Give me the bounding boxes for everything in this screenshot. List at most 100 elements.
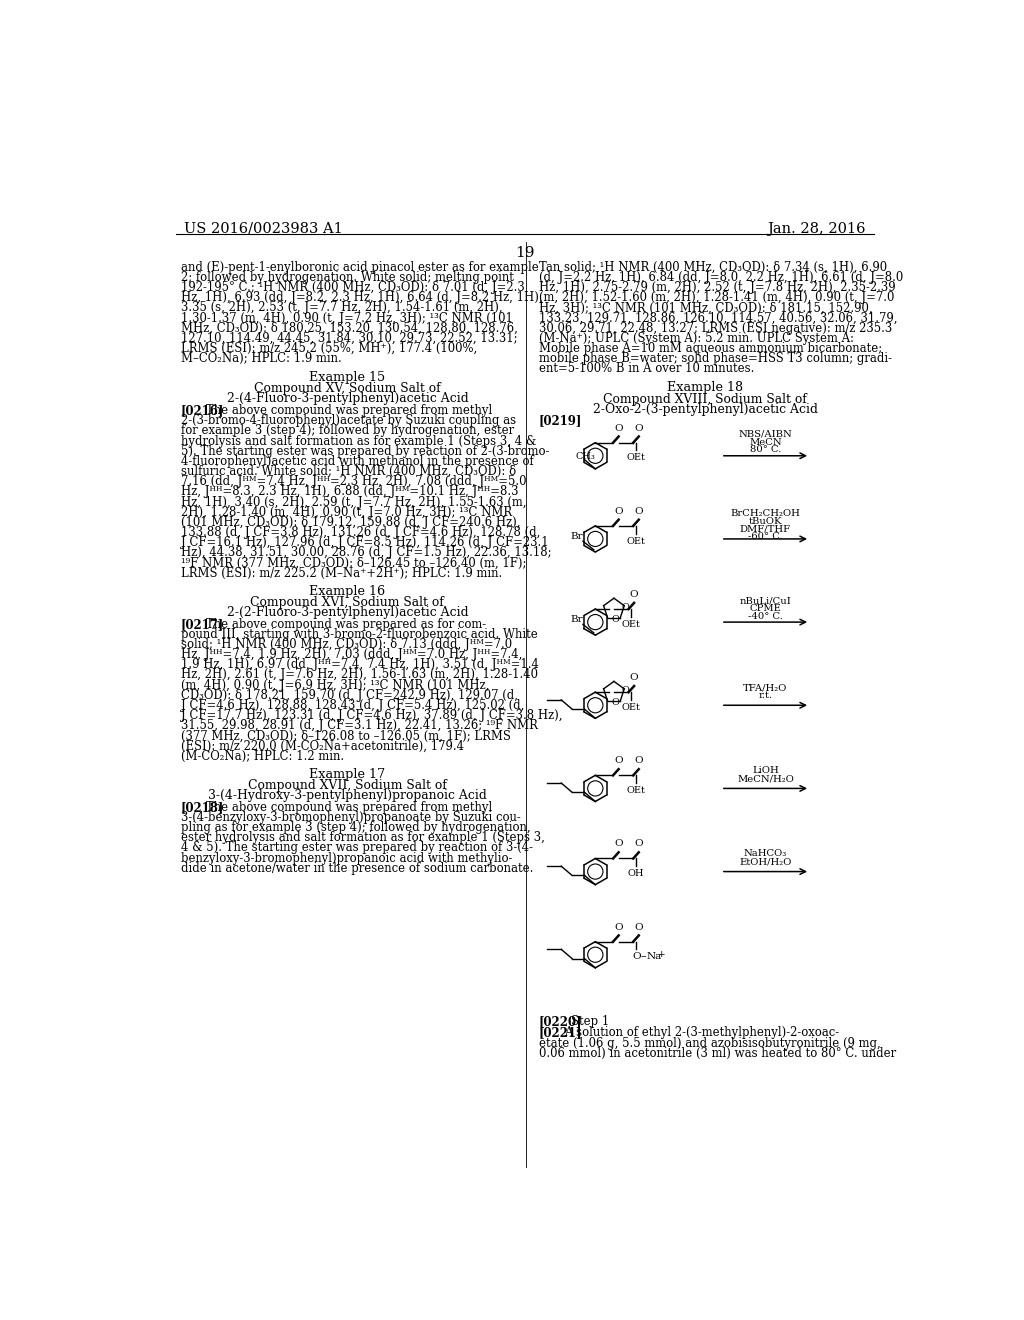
Text: 133.88 (d, J CF=3.8 Hz), 131.26 (d, J CF=4.6 Hz), 128.78 (d,: 133.88 (d, J CF=3.8 Hz), 131.26 (d, J CF…: [180, 525, 540, 539]
Text: Hz), 44.38, 31.51, 30.00, 28.76 (d, J CF=1.5 Hz), 22.36, 13.18;: Hz), 44.38, 31.51, 30.00, 28.76 (d, J CF…: [180, 546, 551, 560]
Text: O: O: [635, 507, 643, 516]
Text: EtOH/H₂O: EtOH/H₂O: [739, 857, 792, 866]
Text: Step 1: Step 1: [571, 1015, 609, 1028]
Text: Hz, 1H), 3.40 (s, 2H), 2.59 (t, J=7.7 Hz, 2H), 1.55-1.63 (m,: Hz, 1H), 3.40 (s, 2H), 2.59 (t, J=7.7 Hz…: [180, 495, 526, 508]
Text: 3-(4-Hydroxy-3-pentylphenyl)propanoic Acid: 3-(4-Hydroxy-3-pentylphenyl)propanoic Ac…: [208, 789, 486, 803]
Text: Hz, Jᴴᴴ=7.4, 1.9 Hz, 2H), 7.03 (ddd, Jᴴᴹ=7.0 Hz, Jᴴᴴ=7.4,: Hz, Jᴴᴴ=7.4, 1.9 Hz, 2H), 7.03 (ddd, Jᴴᴹ…: [180, 648, 522, 661]
Text: NBS/AIBN: NBS/AIBN: [738, 430, 793, 438]
Text: MHz, CD₃OD): δ 180.25, 153.20, 130.54, 128.80, 128.76,: MHz, CD₃OD): δ 180.25, 153.20, 130.54, 1…: [180, 322, 517, 335]
Text: O: O: [614, 840, 623, 849]
Text: Example 15: Example 15: [309, 371, 385, 384]
Text: O: O: [614, 756, 623, 766]
Text: dide in acetone/water in the presence of sodium carbonate.: dide in acetone/water in the presence of…: [180, 862, 534, 875]
Text: Compound XVIII, Sodium Salt of: Compound XVIII, Sodium Salt of: [603, 392, 807, 405]
Text: O: O: [635, 756, 643, 766]
Text: [0218]: [0218]: [180, 801, 224, 813]
Text: (M-Na⁺); UPLC (System A): 5.2 min. UPLC System A:: (M-Na⁺); UPLC (System A): 5.2 min. UPLC …: [539, 331, 854, 345]
Text: O: O: [635, 923, 643, 932]
Text: OEt: OEt: [622, 620, 640, 628]
Text: etate (1.06 g, 5.5 mmol) and azobisisobutyronitrile (9 mg,: etate (1.06 g, 5.5 mmol) and azobisisobu…: [539, 1036, 881, 1049]
Text: [0220]: [0220]: [539, 1015, 583, 1028]
Text: LRMS (ESI): m/z 245.2 (55%, MH⁺), 177.4 (100%,: LRMS (ESI): m/z 245.2 (55%, MH⁺), 177.4 …: [180, 342, 477, 355]
Text: Compound XVI, Sodium Salt of: Compound XVI, Sodium Salt of: [251, 597, 444, 609]
Text: O: O: [611, 698, 620, 708]
Text: O: O: [630, 590, 638, 599]
Text: 7.16 (dd, Jᴴᴹ=7.4 Hz, Jᴴᴴ=2.3 Hz, 2H), 7.08 (ddd, Jᴴᴹ=5.0: 7.16 (dd, Jᴴᴹ=7.4 Hz, Jᴴᴴ=2.3 Hz, 2H), 7…: [180, 475, 526, 488]
Text: 2-(3-bromo-4-fluorophenyl)acetate by Suzuki coupling as: 2-(3-bromo-4-fluorophenyl)acetate by Suz…: [180, 414, 516, 428]
Text: ¹⁹F NMR (377 MHz, CD₃OD): δ–126.45 to –126.40 (m, 1F);: ¹⁹F NMR (377 MHz, CD₃OD): δ–126.45 to –1…: [180, 557, 526, 569]
Text: –: –: [640, 950, 646, 961]
Text: [0217]: [0217]: [180, 618, 224, 631]
Text: solid; ¹H NMR (400 MHz, CD₃OD): δ 7.13 (ddd, Jᴴᴹ=7.0: solid; ¹H NMR (400 MHz, CD₃OD): δ 7.13 (…: [180, 638, 512, 651]
Text: 192-195° C.; ¹H NMR (400 MHz, CD₃OD): δ 7.01 (d, J=2.3: 192-195° C.; ¹H NMR (400 MHz, CD₃OD): δ …: [180, 281, 524, 294]
Text: 1.30-1.37 (m, 4H), 0.90 (t, J=7.2 Hz, 3H); ¹³C NMR (101: 1.30-1.37 (m, 4H), 0.90 (t, J=7.2 Hz, 3H…: [180, 312, 513, 325]
Text: 2H), 1.28-1.40 (m, 4H), 0.90 (t, J=7.0 Hz, 3H); ¹³C NMR: 2H), 1.28-1.40 (m, 4H), 0.90 (t, J=7.0 H…: [180, 506, 512, 519]
Text: 5). The starting ester was prepared by reaction of 2-(3-bromo-: 5). The starting ester was prepared by r…: [180, 445, 549, 458]
Text: (m, 2H), 1.52-1.60 (m, 2H), 1.28-1.41 (m, 4H), 0.90 (t, J=7.0: (m, 2H), 1.52-1.60 (m, 2H), 1.28-1.41 (m…: [539, 292, 894, 305]
Text: OEt: OEt: [627, 537, 645, 545]
Text: [0219]: [0219]: [539, 414, 582, 428]
Text: The above compound was prepared from methyl: The above compound was prepared from met…: [206, 801, 493, 813]
Text: hydrolysis and salt formation as for example 1 (Steps 3, 4 &: hydrolysis and salt formation as for exa…: [180, 434, 536, 447]
Text: CPME: CPME: [750, 603, 781, 612]
Text: 3-(4-benzyloxy-3-bromophenyl)propanoate by Suzuki cou-: 3-(4-benzyloxy-3-bromophenyl)propanoate …: [180, 810, 520, 824]
Text: 0.06 mmol) in acetonitrile (3 ml) was heated to 80° C. under: 0.06 mmol) in acetonitrile (3 ml) was he…: [539, 1047, 896, 1060]
Text: OH: OH: [628, 870, 644, 878]
Text: +: +: [657, 950, 665, 960]
Text: (101 MHz, CD₃OD): δ 179.12, 159.88 (d, J CF=240.6 Hz),: (101 MHz, CD₃OD): δ 179.12, 159.88 (d, J…: [180, 516, 520, 529]
Text: MeCN/H₂O: MeCN/H₂O: [737, 774, 794, 783]
Text: tBuOK: tBuOK: [749, 517, 782, 525]
Text: OEt: OEt: [622, 704, 640, 711]
Text: O: O: [611, 615, 620, 624]
Text: Tan solid; ¹H NMR (400 MHz, CD₃OD): δ 7.34 (s, 1H), 6.90: Tan solid; ¹H NMR (400 MHz, CD₃OD): δ 7.…: [539, 261, 887, 273]
Text: O: O: [622, 603, 630, 611]
Text: pound III, starting with 3-bromo-2-fluorobenzoic acid. White: pound III, starting with 3-bromo-2-fluor…: [180, 628, 538, 640]
Text: 2-Oxo-2-(3-pentylphenyl)acetic Acid: 2-Oxo-2-(3-pentylphenyl)acetic Acid: [593, 403, 818, 416]
Text: 2; followed by hydrogenation. White solid; melting point: 2; followed by hydrogenation. White soli…: [180, 271, 514, 284]
Text: Hz, 2H), 2.61 (t, J=7.6 Hz, 2H), 1.56-1.63 (m, 2H), 1.28-1.40: Hz, 2H), 2.61 (t, J=7.6 Hz, 2H), 1.56-1.…: [180, 668, 538, 681]
Text: Hz, 1H), 6.93 (dd, J=8.2, 2.3 Hz, 1H), 6.64 (d, J=8.2 Hz, 1H),: Hz, 1H), 6.93 (dd, J=8.2, 2.3 Hz, 1H), 6…: [180, 292, 543, 305]
Text: Example 16: Example 16: [309, 585, 385, 598]
Text: ester hydrolysis and salt formation as for example 1 (Steps 3,: ester hydrolysis and salt formation as f…: [180, 832, 545, 845]
Text: CH₃: CH₃: [575, 451, 595, 461]
Text: Hz, 1H), 2.75-2.79 (m, 2H), 2.52 (t, J=7.8 Hz, 2H), 2.35-2.39: Hz, 1H), 2.75-2.79 (m, 2H), 2.52 (t, J=7…: [539, 281, 895, 294]
Text: M–CO₂Na); HPLC: 1.9 min.: M–CO₂Na); HPLC: 1.9 min.: [180, 352, 341, 366]
Text: pling as for example 3 (step 4); followed by hydrogenation,: pling as for example 3 (step 4); followe…: [180, 821, 530, 834]
Text: NaHCO₃: NaHCO₃: [743, 850, 787, 858]
Text: 80° C.: 80° C.: [750, 445, 781, 454]
Text: Na: Na: [646, 952, 662, 961]
Text: Compound XV, Sodium Salt of: Compound XV, Sodium Salt of: [254, 383, 440, 396]
Text: 3.35 (s, 2H), 2.53 (t, J=7.7 Hz, 2H), 1.54-1.61 (m, 2H),: 3.35 (s, 2H), 2.53 (t, J=7.7 Hz, 2H), 1.…: [180, 301, 503, 314]
Text: for example 3 (step 4); followed by hydrogenation, ester: for example 3 (step 4); followed by hydr…: [180, 424, 514, 437]
Text: A solution of ethyl 2-(3-methylphenyl)-2-oxoac-: A solution of ethyl 2-(3-methylphenyl)-2…: [564, 1027, 840, 1039]
Text: LRMS (ESI): m/z 225.2 (M–Na⁺+2H⁺); HPLC: 1.9 min.: LRMS (ESI): m/z 225.2 (M–Na⁺+2H⁺); HPLC:…: [180, 566, 502, 579]
Text: J CF=17.7 Hz), 123.31 (d, J CF=4.6 Hz), 37.89 (d, J CF=3.8 Hz),: J CF=17.7 Hz), 123.31 (d, J CF=4.6 Hz), …: [180, 709, 562, 722]
Text: r.t.: r.t.: [759, 690, 772, 700]
Text: OEt: OEt: [627, 454, 645, 462]
Text: sulfuric acid. White solid; ¹H NMR (400 MHz, CD₃OD): δ: sulfuric acid. White solid; ¹H NMR (400 …: [180, 465, 516, 478]
Text: 31.55, 29.98, 28.91 (d, J CF=3.1 Hz), 22.41, 13.26; ¹⁹F NMR: 31.55, 29.98, 28.91 (d, J CF=3.1 Hz), 22…: [180, 719, 538, 733]
Text: 2-(2-Fluoro-3-pentylphenyl)acetic Acid: 2-(2-Fluoro-3-pentylphenyl)acetic Acid: [226, 606, 468, 619]
Text: mobile phase B=water; solid phase=HSS T3 column; gradi-: mobile phase B=water; solid phase=HSS T3…: [539, 352, 892, 366]
Text: J CF=16.1 Hz), 127.96 (d, J CF=8.5 Hz), 114.26 (d, J CF=23.1: J CF=16.1 Hz), 127.96 (d, J CF=8.5 Hz), …: [180, 536, 548, 549]
Text: 1.9 Hz, 1H), 6.97 (dd, Jᴴᴴ=7.4, 7.4 Hz, 1H), 3.51 (d, Jᴴᴹ=1.4: 1.9 Hz, 1H), 6.97 (dd, Jᴴᴴ=7.4, 7.4 Hz, …: [180, 659, 539, 672]
Text: 19: 19: [515, 246, 535, 260]
Text: OEt: OEt: [627, 787, 645, 795]
Text: (M-CO₂Na); HPLC: 1.2 min.: (M-CO₂Na); HPLC: 1.2 min.: [180, 750, 344, 763]
Text: ent=5-100% B in A over 10 minutes.: ent=5-100% B in A over 10 minutes.: [539, 363, 754, 375]
Text: [0216]: [0216]: [180, 404, 224, 417]
Text: DMF/THF: DMF/THF: [740, 524, 791, 533]
Text: Br: Br: [570, 532, 583, 541]
Text: TFA/H₂O: TFA/H₂O: [743, 684, 787, 692]
Text: LiOH: LiOH: [752, 767, 779, 775]
Text: Hz, Jᴴᴴ=8.3, 2.3 Hz, 1H), 6.88 (dd, Jᴴᴹ=10.1 Hz, Jᴴᴴ=8.3: Hz, Jᴴᴴ=8.3, 2.3 Hz, 1H), 6.88 (dd, Jᴴᴹ=…: [180, 486, 518, 499]
Text: CD₃OD): δ 178.21, 159.70 (d, J CF=242.9 Hz), 129.07 (d,: CD₃OD): δ 178.21, 159.70 (d, J CF=242.9 …: [180, 689, 518, 702]
Text: MeCN: MeCN: [750, 437, 781, 446]
Text: O: O: [614, 507, 623, 516]
Text: [0221]: [0221]: [539, 1027, 583, 1039]
Text: benzyloxy-3-bromophenyl)propanoic acid with methylio-: benzyloxy-3-bromophenyl)propanoic acid w…: [180, 851, 512, 865]
Text: and (E)-pent-1-enylboronic acid pinacol ester as for example: and (E)-pent-1-enylboronic acid pinacol …: [180, 261, 539, 273]
Text: Hz, 3H); ¹³C NMR (101 MHz, CD₃OD): δ 181.15, 152.90,: Hz, 3H); ¹³C NMR (101 MHz, CD₃OD): δ 181…: [539, 301, 872, 314]
Text: BrCH₂CH₂OH: BrCH₂CH₂OH: [730, 510, 801, 519]
Text: Jan. 28, 2016: Jan. 28, 2016: [767, 222, 866, 235]
